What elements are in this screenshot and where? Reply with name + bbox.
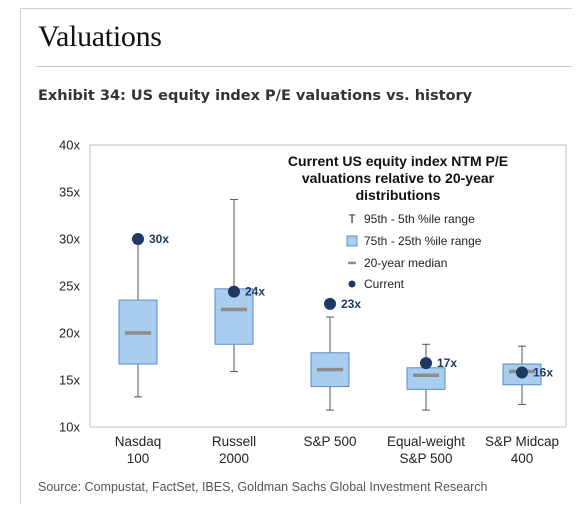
legend-label: Current (364, 277, 405, 291)
pe-box-chart: 10x 15x 20x 25x 30x 35x 40x 30x Nasdaq 100 24x Russ… (59, 138, 567, 466)
exhibit-frame (20, 8, 572, 504)
current-point (324, 297, 336, 310)
x-category-label: Equal-weight (387, 434, 465, 449)
chart-title-line: distributions (356, 187, 441, 203)
x-category-label: S&P 500 (303, 434, 356, 449)
y-tick-label: 35x (59, 185, 80, 200)
exhibit-title: Exhibit 34: US equity index P/E valuatio… (38, 88, 473, 104)
x-category-label: 100 (127, 451, 150, 466)
current-value-label: 30x (149, 232, 169, 246)
current-value-label: 24x (245, 285, 265, 299)
heading-rule (36, 66, 572, 67)
current-point (228, 285, 240, 298)
legend-label: 20-year median (364, 256, 447, 270)
source-note: Source: Compustat, FactSet, IBES, Goldma… (38, 480, 488, 494)
chart-title-line: valuations relative to 20-year (302, 170, 495, 186)
legend-box-swatch (346, 235, 358, 247)
current-value-label: 16x (533, 365, 553, 379)
x-category-label: S&P Midcap (485, 434, 559, 449)
x-category-label: Russell (212, 434, 256, 449)
x-category-label: 2000 (219, 451, 249, 466)
current-point (420, 357, 432, 370)
y-tick-label: 20x (59, 326, 80, 341)
chart-title-line: Current US equity index NTM P/E (288, 153, 508, 169)
current-point (516, 366, 528, 379)
legend-label: 95th - 5th %ile range (364, 212, 475, 226)
current-point (132, 233, 144, 245)
y-tick-label: 10x (59, 420, 80, 435)
plot-area (89, 144, 567, 428)
legend-current-swatch (348, 280, 356, 288)
x-category-label: 400 (511, 451, 534, 466)
x-category-label: Nasdaq (115, 434, 162, 449)
page-heading: Valuations (38, 20, 162, 53)
current-value-label: 23x (341, 297, 361, 311)
x-category-label: S&P 500 (399, 451, 452, 466)
y-tick-label: 25x (59, 279, 80, 294)
y-tick-label: 15x (59, 373, 80, 388)
y-tick-label: 30x (59, 232, 80, 247)
iqr-box (406, 367, 446, 390)
legend-label: 75th - 25th %ile range (364, 234, 482, 248)
legend-whisker-symbol: T (348, 212, 356, 226)
current-value-label: 17x (437, 356, 457, 370)
y-tick-label: 40x (59, 138, 80, 153)
iqr-box (214, 288, 254, 345)
